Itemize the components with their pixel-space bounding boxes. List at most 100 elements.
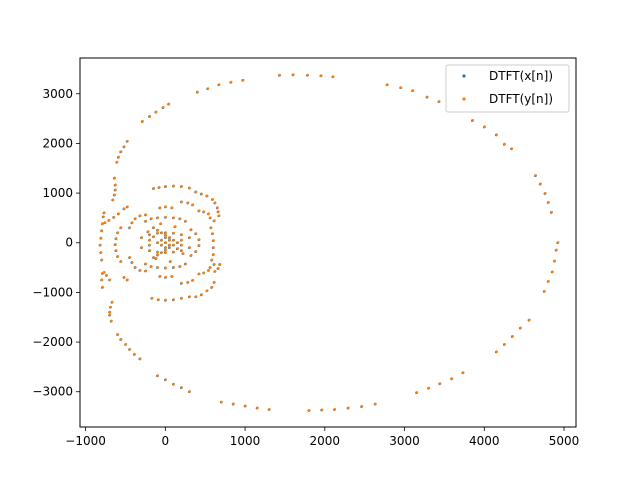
point-series-1 <box>162 106 165 109</box>
point-series-1 <box>114 249 118 252</box>
point-series-1 <box>156 265 160 269</box>
point-series-1 <box>555 248 558 252</box>
point-series-1 <box>213 201 217 205</box>
point-series-1 <box>180 281 183 285</box>
point-series-1 <box>113 176 116 180</box>
point-series-1 <box>495 350 498 354</box>
point-series-1 <box>176 247 179 250</box>
legend-box <box>445 64 570 113</box>
point-series-1 <box>172 265 175 269</box>
point-series-1 <box>152 226 156 229</box>
point-series-1 <box>128 226 132 229</box>
point-series-1 <box>119 226 123 229</box>
point-series-1 <box>146 230 150 233</box>
point-series-1 <box>202 271 206 275</box>
point-series-1 <box>134 265 137 269</box>
point-series-1 <box>158 274 162 278</box>
point-series-1 <box>164 251 168 254</box>
point-series-1 <box>510 147 514 150</box>
y-tick-label: 0 <box>65 236 73 250</box>
point-series-1 <box>180 200 183 204</box>
point-series-1 <box>160 243 164 247</box>
point-series-1 <box>117 155 120 159</box>
point-series-1 <box>148 238 152 242</box>
point-series-1 <box>119 260 123 263</box>
point-series-1 <box>164 185 168 188</box>
point-series-1 <box>213 269 217 273</box>
point-series-1 <box>169 260 172 263</box>
point-series-1 <box>116 333 120 336</box>
point-series-1 <box>188 186 191 190</box>
point-series-1 <box>168 238 172 242</box>
point-series-1 <box>450 377 454 380</box>
point-series-1 <box>278 73 282 77</box>
point-series-1 <box>347 406 350 410</box>
point-series-1 <box>209 216 212 219</box>
y-tick-label: −2000 <box>32 335 73 349</box>
x-tick-label: 4000 <box>469 434 500 448</box>
point-series-1 <box>156 241 160 244</box>
point-series-1 <box>164 298 168 302</box>
point-series-1 <box>154 257 158 260</box>
point-series-1 <box>196 90 199 94</box>
point-series-1 <box>210 285 214 289</box>
point-series-1 <box>209 226 213 229</box>
point-series-1 <box>111 198 115 202</box>
point-series-1 <box>244 404 247 408</box>
point-series-1 <box>220 400 223 404</box>
point-series-1 <box>256 406 259 410</box>
point-series-1 <box>399 86 403 89</box>
point-series-1 <box>116 255 120 258</box>
point-series-1 <box>550 210 553 214</box>
point-series-1 <box>213 280 216 284</box>
point-series-1 <box>471 118 475 122</box>
point-series-1 <box>172 216 175 219</box>
x-tick-label: 1000 <box>230 434 261 448</box>
point-series-1 <box>101 285 105 289</box>
point-series-1 <box>178 217 182 220</box>
point-series-1 <box>113 193 116 197</box>
point-series-1 <box>164 378 168 381</box>
point-series-1 <box>156 228 160 232</box>
point-series-1 <box>534 174 538 177</box>
point-series-1 <box>232 402 235 406</box>
point-series-1 <box>168 243 172 247</box>
point-series-1 <box>495 133 498 136</box>
point-series-1 <box>108 313 112 317</box>
point-series-1 <box>168 236 172 239</box>
point-series-1 <box>138 357 142 360</box>
point-series-1 <box>114 243 117 246</box>
x-tick-label: 5000 <box>549 434 580 448</box>
point-series-1 <box>180 386 183 389</box>
point-series-1 <box>133 352 136 356</box>
point-series-1 <box>207 212 211 215</box>
point-series-1 <box>191 203 195 206</box>
point-series-1 <box>130 261 134 264</box>
point-series-1 <box>126 139 129 143</box>
point-series-1 <box>158 206 162 209</box>
point-series-1 <box>164 233 168 237</box>
point-series-1 <box>180 185 183 188</box>
point-series-1 <box>144 213 148 216</box>
point-series-1 <box>427 386 431 390</box>
point-series-1 <box>126 278 129 282</box>
point-series-1 <box>519 326 522 330</box>
plot-points <box>98 73 560 412</box>
point-series-1 <box>114 237 118 240</box>
point-series-1 <box>160 251 164 254</box>
point-series-1 <box>119 337 123 341</box>
point-series-1 <box>105 273 109 277</box>
point-series-1 <box>148 115 152 118</box>
point-series-1 <box>172 298 175 301</box>
point-series-1 <box>528 318 531 322</box>
point-series-1 <box>205 194 209 198</box>
point-series-1 <box>103 211 106 214</box>
point-series-1 <box>164 241 168 244</box>
point-series-1 <box>437 100 441 103</box>
point-series-1 <box>217 214 221 217</box>
point-series-1 <box>164 246 168 249</box>
point-series-1 <box>126 205 129 208</box>
point-series-1 <box>172 231 175 235</box>
point-series-1 <box>461 371 465 374</box>
point-series-1 <box>268 408 271 411</box>
